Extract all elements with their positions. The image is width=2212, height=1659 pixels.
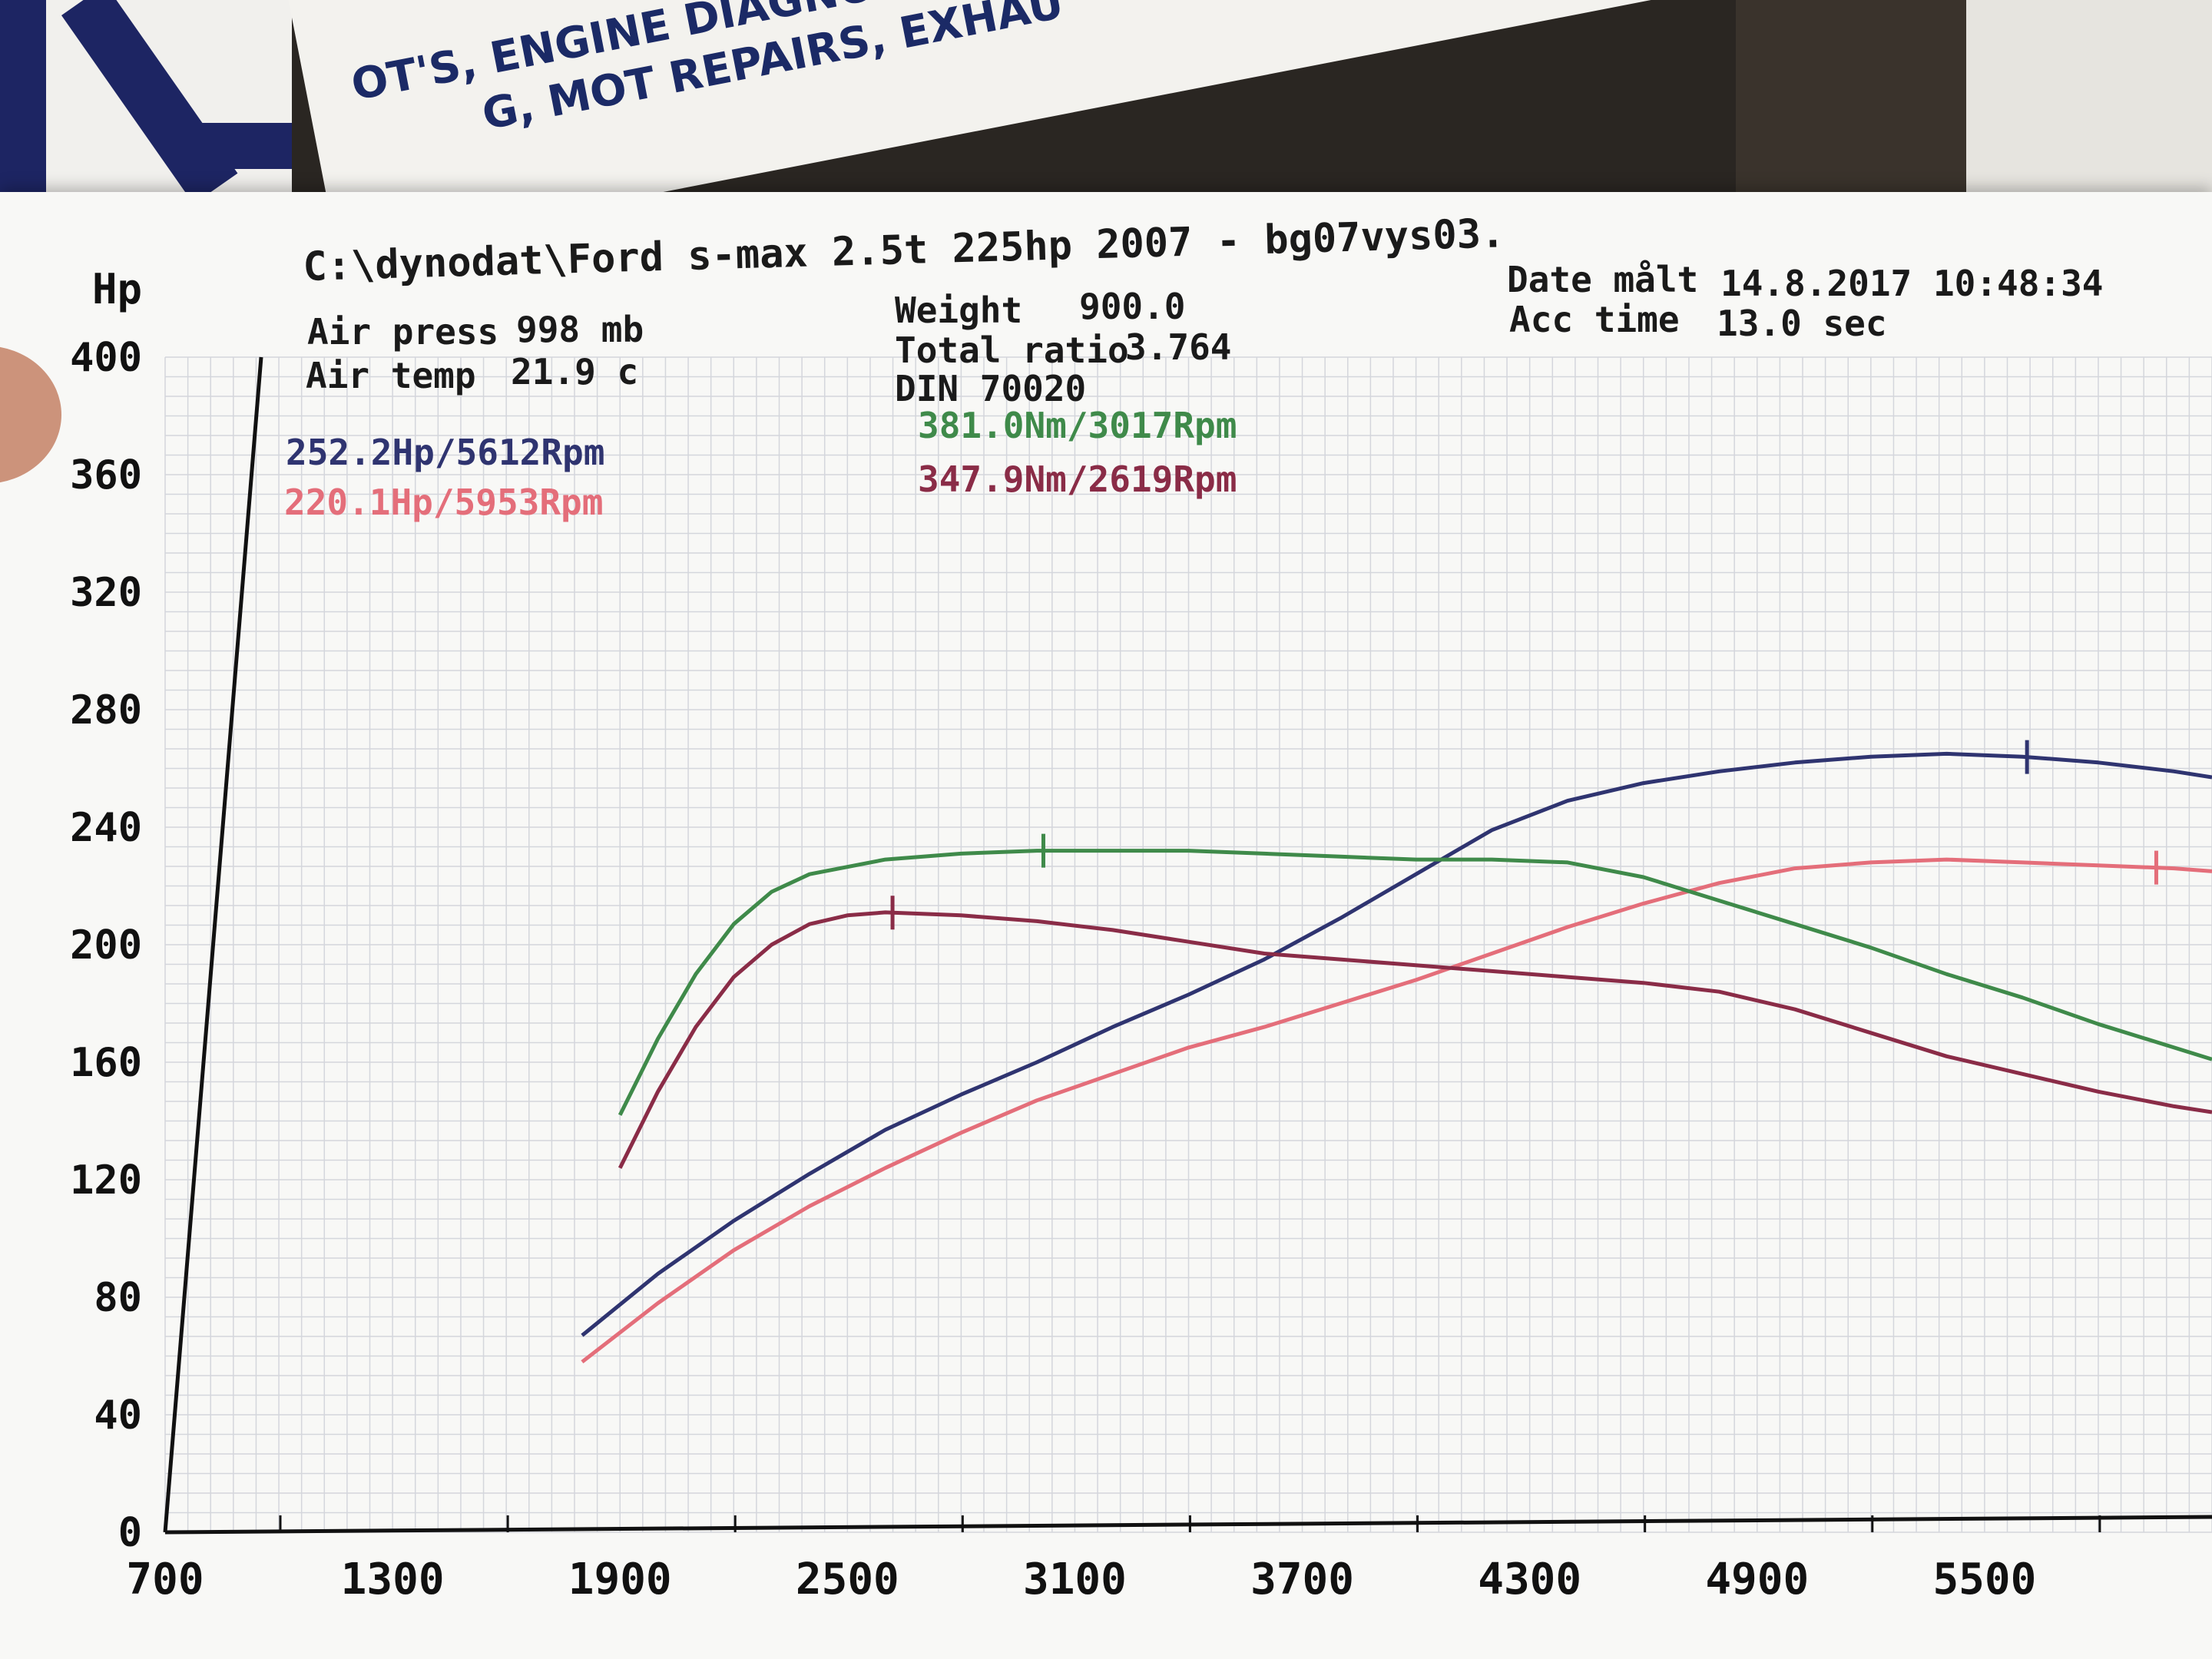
acc-time-value: 13.0 sec xyxy=(1717,303,1887,344)
x-axis-line xyxy=(164,1515,2212,1535)
background-logo xyxy=(0,0,292,215)
date-value: 14.8.2017 10:48:34 xyxy=(1720,263,2104,304)
series-line-power_before xyxy=(581,857,2212,1364)
chart-grid xyxy=(164,356,2212,1533)
x-tick-label: 5500 xyxy=(1932,1555,2036,1604)
weight-label: Weight xyxy=(895,290,1022,331)
y-axis-line xyxy=(163,356,263,1533)
header-block: C:\dynodat\Ford s-max 2.5t 225hp 2007 - … xyxy=(303,210,2104,409)
series-line-torque_before xyxy=(618,910,2212,1169)
x-tick-labels: 700 1300 1900 2500 3100 3700 4300 4900 5500 xyxy=(126,1515,2101,1604)
y-tick-label: 360 xyxy=(70,452,142,498)
air-press-value: 998 mb xyxy=(516,309,644,350)
series-layer xyxy=(581,740,2212,1364)
x-tick-label: 1900 xyxy=(568,1555,672,1604)
y-tick-label: 160 xyxy=(70,1040,142,1086)
series-line-power_after xyxy=(581,751,2212,1337)
acc-time-label: Acc time xyxy=(1509,299,1680,340)
series-line-torque_after xyxy=(618,849,2212,1116)
y-tick-label: 400 xyxy=(70,335,142,381)
x-tick-label: 4900 xyxy=(1705,1555,1809,1604)
air-temp-label: Air temp xyxy=(306,355,476,396)
dyno-chart: 0 40 80 120 160 200 240 280 320 360 400 700 1300 190… xyxy=(70,210,2212,1604)
peak-power-after: 252.2Hp/5612Rpm xyxy=(286,432,604,473)
x-tick-label: 1300 xyxy=(341,1555,445,1604)
x-tick-label: 3100 xyxy=(1023,1555,1127,1604)
x-tick-label: 700 xyxy=(126,1555,204,1604)
x-tick-label: 4300 xyxy=(1478,1555,1581,1604)
y-tick-label: 240 xyxy=(70,805,142,851)
total-ratio-label: Total ratio xyxy=(895,329,1129,371)
file-path: C:\dynodat\Ford s-max 2.5t 225hp 2007 - … xyxy=(303,210,1505,290)
x-tick-label: 2500 xyxy=(796,1555,899,1604)
din-standard: DIN 70020 xyxy=(895,368,1086,409)
air-temp-value: 21.9 c xyxy=(511,351,638,392)
y-tick-label: 80 xyxy=(94,1275,142,1321)
date-label: Date målt xyxy=(1507,259,1698,300)
y-tick-label: 40 xyxy=(94,1392,142,1439)
x-tick-label: 3700 xyxy=(1250,1555,1354,1604)
chart-axes xyxy=(163,356,2212,1535)
y-tick-label: 120 xyxy=(70,1157,142,1204)
y-tick-label: 0 xyxy=(118,1510,142,1556)
y-tick-label: 320 xyxy=(70,570,142,616)
y-axis-label: Hp xyxy=(92,265,142,313)
dyno-printout: 0 40 80 120 160 200 240 280 320 360 400 700 1300 190… xyxy=(0,192,2212,1659)
weight-value: 900.0 xyxy=(1079,286,1185,327)
air-press-label: Air press xyxy=(307,311,498,353)
peak-torque-after: 381.0Nm/3017Rpm xyxy=(918,405,1237,446)
background-paper-corner xyxy=(1966,0,2212,200)
y-tick-label: 280 xyxy=(70,687,142,733)
peak-legend: 252.2Hp/5612Rpm 220.1Hp/5953Rpm 381.0Nm/… xyxy=(284,405,1237,523)
total-ratio-value: 3.764 xyxy=(1125,326,1231,368)
y-tick-label: 200 xyxy=(70,922,142,969)
y-tick-labels: 0 40 80 120 160 200 240 280 320 360 400 xyxy=(70,335,142,1556)
peak-torque-before: 347.9Nm/2619Rpm xyxy=(918,459,1237,500)
peak-power-before: 220.1Hp/5953Rpm xyxy=(284,482,603,523)
